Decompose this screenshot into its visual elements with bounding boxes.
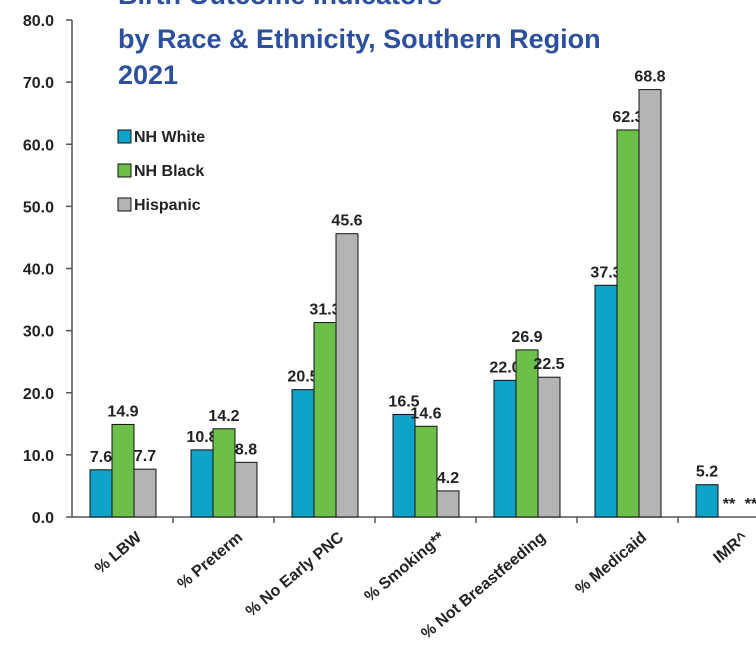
bar <box>537 376 561 518</box>
bar <box>190 449 214 518</box>
data-label: 7.6 <box>90 449 112 466</box>
data-label: 5.2 <box>696 464 718 481</box>
data-label: 37.3 <box>590 264 621 281</box>
data-label: ** <box>745 496 756 513</box>
y-tick-label: 60.0 <box>23 137 54 154</box>
data-label: 4.2 <box>437 470 459 487</box>
x-tick-label: % Smoking** <box>362 529 449 606</box>
data-label: 16.5 <box>388 393 419 410</box>
data-label: 20.5 <box>287 369 318 386</box>
y-tick-label: 50.0 <box>23 199 54 216</box>
bar <box>493 379 517 518</box>
bar <box>313 322 337 518</box>
data-label: 26.9 <box>511 329 542 346</box>
legend-swatch <box>117 197 132 212</box>
data-label: 62.3 <box>612 109 643 126</box>
data-label: 22.5 <box>533 356 564 373</box>
data-label: 10.8 <box>186 429 217 446</box>
bar <box>414 425 438 518</box>
bar <box>89 469 113 518</box>
x-tick-label: % Medicaid <box>572 529 650 598</box>
legend-label: NH Black <box>134 163 204 180</box>
data-label: ** <box>723 496 736 513</box>
bar <box>594 284 618 518</box>
bar <box>133 468 157 518</box>
bar <box>392 413 416 518</box>
data-label: 45.6 <box>331 213 362 230</box>
y-tick-label: 10.0 <box>23 448 54 465</box>
x-tick-label: % No Early PNC <box>243 529 348 621</box>
bar <box>234 461 258 518</box>
bar <box>695 484 719 518</box>
data-label: 14.2 <box>208 408 239 425</box>
bar <box>616 129 640 518</box>
data-label: 7.7 <box>134 448 156 465</box>
chart-title: 2021 <box>118 60 178 90</box>
legend-swatch <box>117 163 132 178</box>
y-tick-label: 30.0 <box>23 324 54 341</box>
data-label: 14.9 <box>107 403 138 420</box>
bar <box>291 389 315 518</box>
bar <box>335 233 359 518</box>
bar <box>638 89 662 518</box>
bar <box>515 349 539 518</box>
bar <box>111 423 135 518</box>
chart-title: by Race & Ethnicity, Southern Region <box>118 24 601 54</box>
y-tick-label: 20.0 <box>23 386 54 403</box>
x-tick-label: IMR^ <box>711 529 752 567</box>
data-label: 8.8 <box>235 441 257 458</box>
data-label: 22.0 <box>489 359 520 376</box>
legend-swatch <box>117 129 132 144</box>
data-label: 68.8 <box>634 69 665 86</box>
data-label: 31.3 <box>309 302 340 319</box>
bar <box>436 490 460 518</box>
y-tick-label: 0.0 <box>32 510 54 527</box>
legend-label: Hispanic <box>134 197 201 214</box>
y-tick-label: 80.0 <box>23 13 54 30</box>
x-tick-label: % Preterm <box>175 529 247 593</box>
x-tick-label: % LBW <box>92 528 146 577</box>
legend-label: NH White <box>134 129 205 146</box>
chart-title: Birth Outcome Indicators <box>118 0 442 10</box>
data-label: 14.6 <box>410 405 441 422</box>
y-tick-label: 40.0 <box>23 262 54 279</box>
y-tick-label: 70.0 <box>23 75 54 92</box>
bar <box>212 428 236 518</box>
